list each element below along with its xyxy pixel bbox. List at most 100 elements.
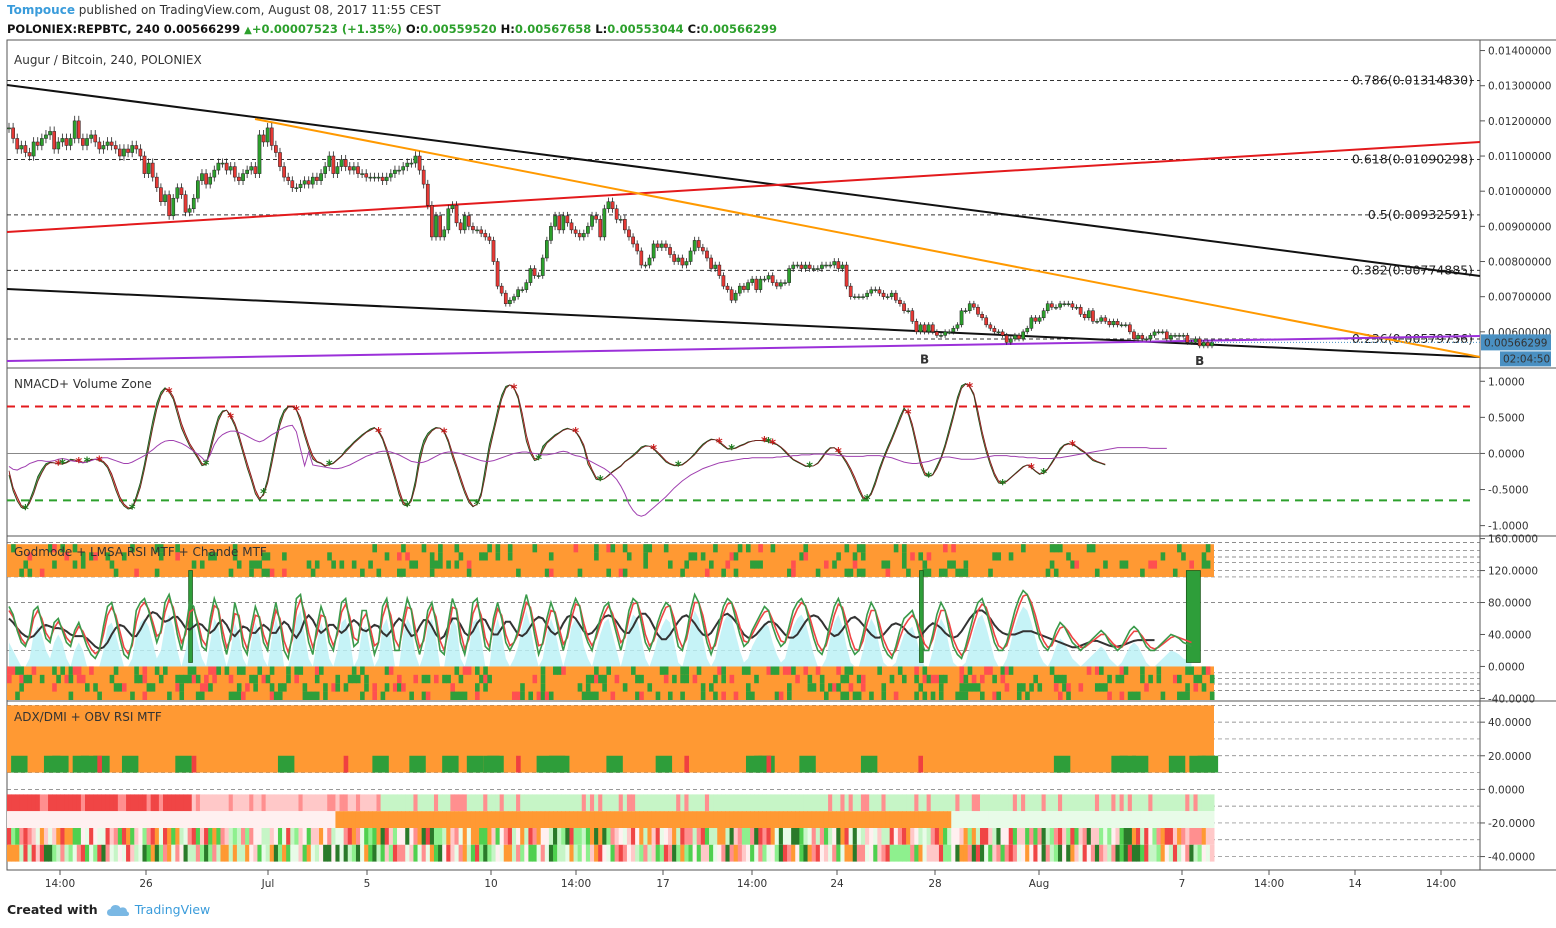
godmode-cell (901, 552, 907, 561)
obv-cell (327, 811, 332, 828)
adx-cell (918, 755, 924, 773)
godmode-cell (1181, 691, 1186, 700)
obv-cell (922, 811, 928, 828)
candle-body (475, 229, 479, 232)
obv-cell (1123, 844, 1129, 862)
obv-cell (852, 844, 858, 862)
obv-cell (1094, 811, 1100, 828)
obv-cell (413, 811, 419, 828)
candle-body (1185, 335, 1190, 343)
obv-cell (343, 828, 349, 845)
obv-cell (438, 828, 443, 845)
x-tick-label: 14:00 (45, 878, 75, 890)
tradingview-logo[interactable]: TradingView (106, 902, 210, 917)
y-tick-label: 80.0000 (1488, 598, 1531, 610)
godmode-cell (310, 568, 316, 577)
author-link[interactable]: Tompouce (7, 3, 75, 17)
obv-cell (454, 794, 460, 812)
obv-cell (19, 828, 24, 845)
candle-body (347, 166, 352, 171)
obv-cell (885, 811, 891, 828)
obv-cell (992, 828, 997, 845)
obv-cell (581, 828, 587, 845)
candle-body (516, 289, 520, 297)
obv-cell (988, 828, 993, 845)
candle-body (269, 127, 274, 146)
obv-cell (442, 811, 447, 828)
godmode-cell (413, 560, 419, 569)
obv-cell (548, 811, 554, 828)
obv-cell (1111, 794, 1116, 812)
godmode-cell (302, 683, 308, 692)
candle-body (39, 138, 44, 146)
godmode-cell (64, 674, 70, 684)
obv-cell (35, 794, 41, 812)
godmode-cell (360, 666, 365, 675)
godmode-cell (1070, 560, 1075, 569)
obv-cell (105, 794, 111, 812)
obv-cell (988, 811, 993, 828)
candle-body (984, 317, 989, 326)
godmode-cell (832, 683, 837, 692)
candle-body (27, 152, 32, 157)
obv-cell (540, 844, 546, 862)
candle-body (228, 166, 233, 171)
obv-cell (154, 794, 160, 812)
obv-cell (216, 794, 221, 812)
obv-cell (351, 844, 357, 862)
candle-body (159, 187, 163, 202)
obv-cell (922, 794, 928, 812)
obv-cell (963, 844, 969, 862)
godmode-cell (548, 691, 554, 700)
obv-cell (39, 844, 45, 862)
obv-cell (282, 828, 287, 845)
obv-cell (105, 811, 111, 828)
candle-body (48, 131, 52, 136)
candle-body (56, 141, 61, 150)
obv-cell (212, 794, 217, 812)
godmode-cell (479, 552, 484, 561)
obv-cell (979, 844, 985, 862)
obv-cell (1016, 811, 1022, 828)
godmode-cell (454, 666, 460, 675)
obv-cell (836, 794, 841, 812)
godmode-cell (1123, 560, 1129, 569)
obv-cell (704, 794, 710, 812)
obv-cell (1168, 828, 1174, 845)
nmacd-fast-line (8, 382, 1106, 510)
godmode-cell (729, 674, 735, 684)
obv-cell (807, 794, 813, 812)
obv-cell (290, 844, 295, 862)
candle-body (237, 176, 241, 181)
obv-cell (815, 828, 821, 845)
obv-cell (479, 828, 484, 845)
candle-body (651, 243, 656, 259)
candle-body (836, 261, 841, 269)
obv-cell (294, 844, 299, 862)
godmode-cell (1172, 568, 1178, 577)
godmode-cell (253, 683, 258, 692)
obv-cell (35, 811, 41, 828)
obv-cell (298, 794, 304, 812)
godmode-cell (791, 560, 796, 569)
obv-cell (1074, 828, 1080, 845)
godmode-cell (384, 666, 390, 675)
obv-cell (639, 844, 644, 862)
godmode-cell (844, 691, 850, 700)
obv-cell (64, 844, 70, 862)
obv-cell (667, 828, 673, 845)
obv-cell (1144, 828, 1149, 845)
crossover-marker: * (966, 381, 973, 396)
adx-cell (606, 755, 623, 773)
obv-cell (992, 844, 997, 862)
obv-cell (852, 811, 858, 828)
obv-cell (737, 844, 743, 862)
godmode-cell (815, 666, 821, 675)
obv-cell (491, 844, 497, 862)
publish-text: published on TradingView.com, August 08,… (74, 3, 441, 17)
obv-cell (1177, 844, 1182, 862)
godmode-cell (971, 683, 977, 692)
godmode-cell (347, 674, 353, 684)
obv-cell (877, 828, 882, 845)
